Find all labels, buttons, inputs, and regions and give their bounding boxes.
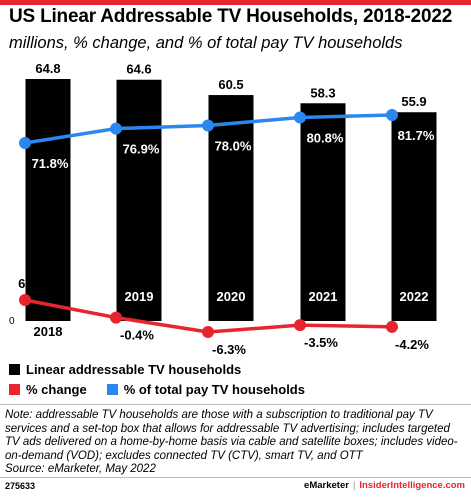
legend-swatch-share	[106, 383, 118, 395]
bar-value-label-2021: 58.3	[310, 85, 335, 100]
data-label-share-2018: 71.8%	[32, 156, 69, 171]
x-tick-label-2022: 2022	[400, 289, 429, 304]
data-label-share-2022: 81.7%	[398, 128, 435, 143]
legend-item-change: % change	[9, 382, 87, 397]
data-label-change-2018: 6.8%	[18, 276, 48, 291]
legend-row-lines: % change % of total pay TV households	[9, 379, 325, 399]
x-tick-label-2018: 2018	[34, 324, 63, 339]
data-label-share-2021: 80.8%	[307, 131, 344, 146]
point-share-2021	[294, 111, 306, 124]
point-change-2020	[202, 326, 214, 338]
divider-bottom	[0, 477, 471, 478]
x-tick-label-2019: 2019	[125, 289, 154, 304]
chart-area: 0 64.8 2018 64.6 2019 60.5 2020 58.3 2021 55.9 202…	[9, 61, 437, 357]
point-change-2018	[19, 294, 31, 306]
top-accent-bar	[0, 0, 471, 5]
legend-swatch-bar	[9, 363, 20, 375]
footer-brand: eMarketer	[304, 480, 349, 491]
source-text: Source: eMarketer, May 2022	[5, 463, 156, 476]
legend-swatch-change	[9, 383, 20, 395]
legend: Linear addressable TV households % chang…	[9, 359, 325, 399]
bar-2020	[208, 95, 254, 321]
footer-separator: |	[352, 480, 356, 491]
divider-top	[0, 404, 471, 405]
point-share-2022	[386, 109, 398, 121]
legend-label-bar: Linear addressable TV households	[26, 361, 242, 377]
point-change-2019	[110, 311, 122, 324]
bar-value-label-2019: 64.6	[126, 62, 151, 77]
footer-site: InsiderIntelligence.com	[359, 480, 465, 491]
zero-axis-label: 0	[9, 316, 15, 327]
point-share-2020	[202, 119, 214, 132]
note-text: Note: addressable TV households are thos…	[5, 409, 458, 462]
chart-subtitle: millions, % change, and % of total pay T…	[9, 34, 403, 52]
data-label-share-2020: 78.0%	[215, 138, 252, 153]
bar-2022	[391, 112, 437, 321]
legend-item-share: % of total pay TV households	[106, 381, 305, 397]
x-tick-label-2021: 2021	[309, 289, 338, 304]
legend-label-share: % of total pay TV households	[123, 381, 305, 397]
data-label-change-2022: -4.2%	[395, 337, 429, 352]
bar-value-label-2020: 60.5	[218, 77, 243, 92]
bar-2021	[300, 103, 346, 321]
x-tick-label-2020: 2020	[217, 289, 246, 304]
bar-value-label-2018: 64.8	[35, 61, 60, 76]
data-label-change-2019: -0.4%	[120, 328, 154, 343]
data-label-change-2020: -6.3%	[212, 342, 246, 357]
point-change-2021	[294, 319, 306, 332]
data-label-share-2019: 76.9%	[123, 142, 160, 157]
bar-2018	[25, 79, 71, 321]
bar-2019	[116, 79, 162, 321]
point-share-2019	[110, 122, 122, 135]
data-label-change-2021: -3.5%	[304, 335, 338, 350]
legend-label-change: % change	[26, 381, 87, 397]
chart-title: US Linear Addressable TV Households, 201…	[9, 6, 453, 27]
point-change-2022	[386, 320, 398, 333]
note-block: Note: addressable TV households are thos…	[5, 409, 467, 477]
point-share-2018	[19, 137, 31, 149]
footer-branding: eMarketer | InsiderIntelligence.com	[304, 480, 465, 491]
chart-id: 275633	[5, 481, 36, 491]
legend-row-bar: Linear addressable TV households	[9, 359, 325, 379]
bar-value-label-2022: 55.9	[401, 94, 426, 109]
